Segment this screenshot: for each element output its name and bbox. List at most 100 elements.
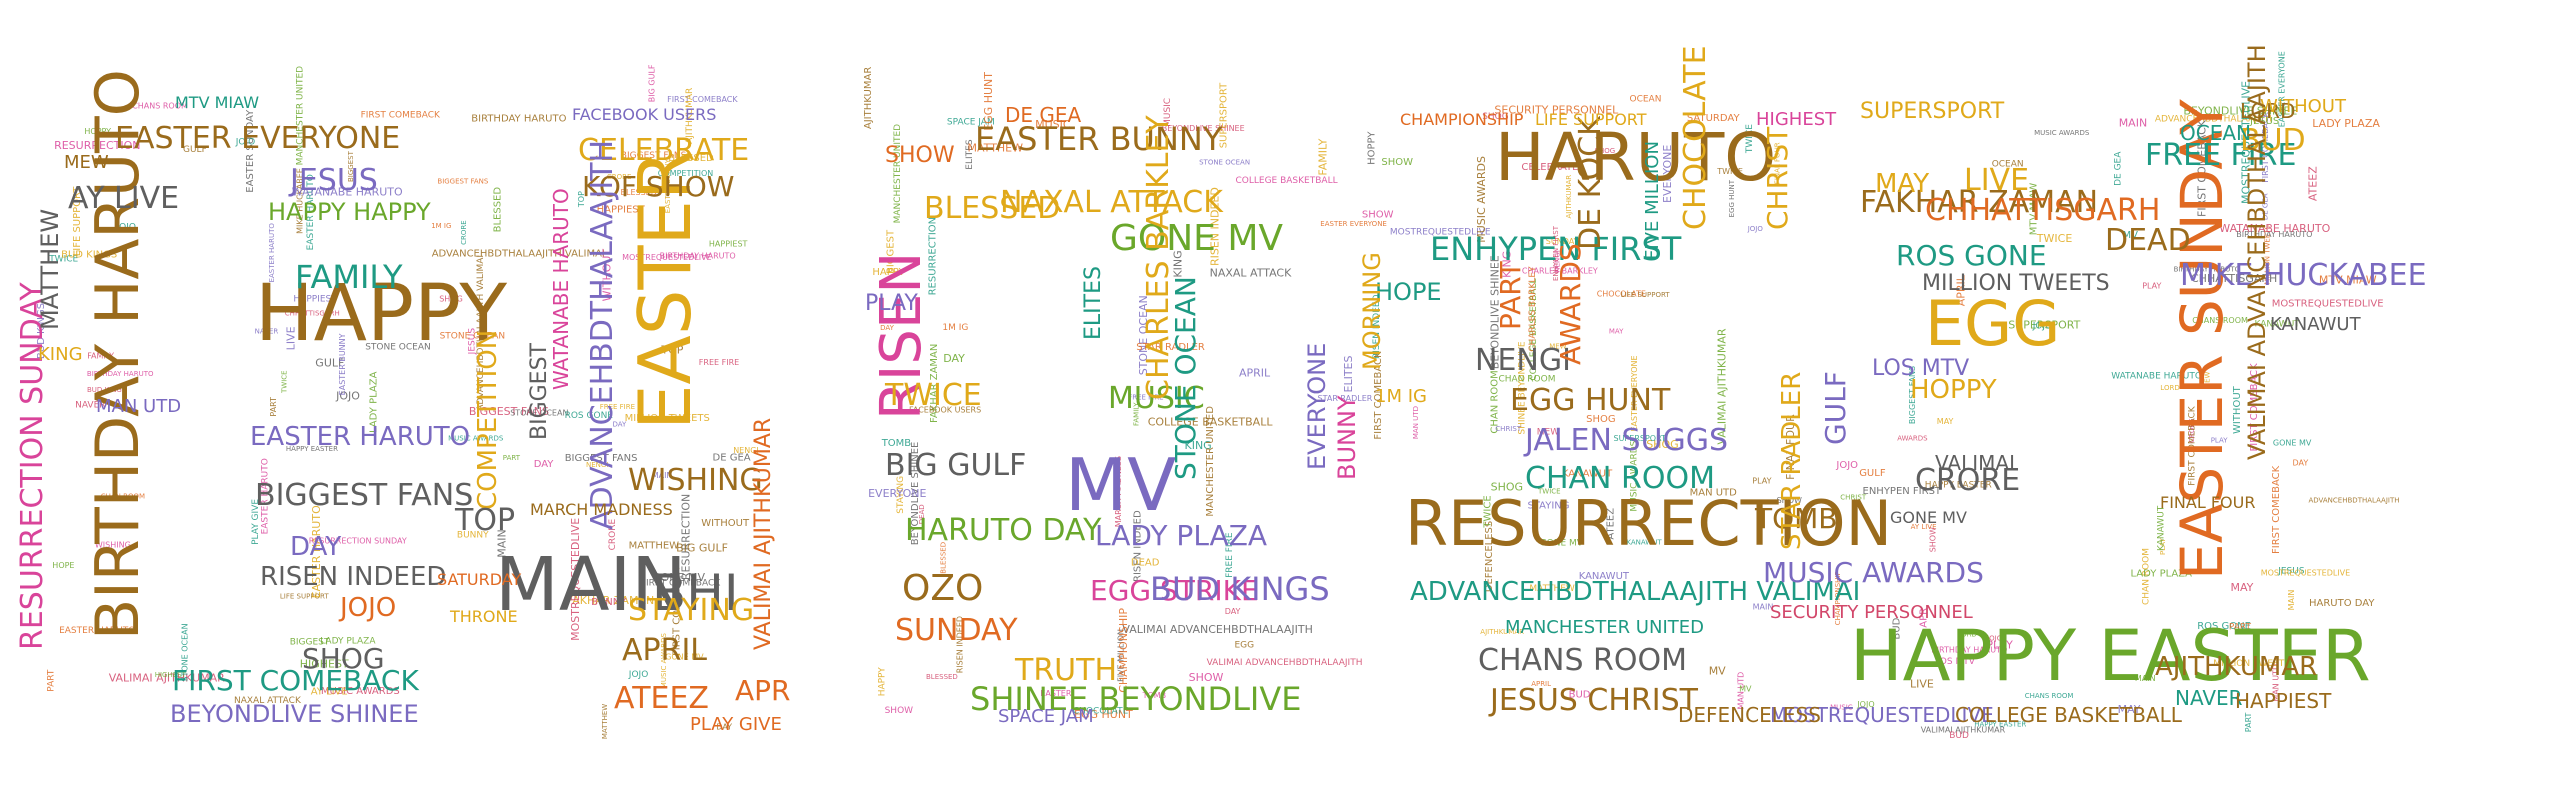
cloud-word: RESURRECTION [1405, 487, 1892, 560]
filler-word: FREE FIRE [1128, 393, 1163, 401]
cloud-word: DAY [290, 532, 341, 562]
cloud-word: KING [38, 344, 83, 365]
filler-word: CRORE [607, 173, 632, 181]
filler-word: CRORE [2188, 418, 2196, 443]
cloud-word: CHOCOLATE [1678, 45, 1713, 230]
cloud-word: JESUS [288, 163, 378, 198]
filler-word: SHOW [885, 706, 914, 716]
filler-word: PLAY [1752, 477, 1771, 486]
filler-word: KING [1172, 250, 1185, 277]
filler-word: TWICE [48, 255, 78, 265]
filler-word: EASTER HARUTO [59, 626, 135, 636]
cloud-word: AY LIVE [68, 181, 179, 216]
filler-word: BEYONDLIVE SHINEE [910, 442, 921, 546]
filler-word: BUD KINGS [61, 249, 117, 260]
filler-word: LIVE [285, 326, 298, 350]
filler-word: NENGI [586, 461, 608, 469]
filler-word: FREE FIRE [1225, 532, 1235, 578]
filler-word: GONE MV [1540, 539, 1584, 549]
filler-word: MOSTREQUESTEDLIVE [569, 518, 582, 641]
filler-word: DEAD [918, 504, 926, 524]
cloud-word: SHINEE BEYONDLIVE [970, 680, 1301, 718]
filler-word: CHAN ROOM [2141, 548, 2151, 605]
cloud-word: HIGHEST [1756, 109, 1837, 130]
filler-word: STAR RADLER [1318, 394, 1373, 403]
filler-word: MUSIC AWARDS [1630, 440, 1640, 511]
filler-word: TWICE [1745, 124, 1755, 154]
cloud-word: SUNDAY [895, 613, 1018, 648]
filler-word: CHOCOLATE [1597, 289, 1646, 298]
filler-word: BUD [1949, 731, 1969, 741]
cloud-word: SPACE JAM [998, 706, 1094, 727]
filler-word: LIVE [1910, 677, 1934, 690]
filler-word: EGG HUNT [1728, 179, 1736, 217]
cloud-word: DE KOCK [1573, 115, 1608, 250]
filler-word: TWICE [1482, 495, 1493, 528]
filler-word: WATANABE HARUTO [2111, 372, 2202, 382]
filler-word: SHOG [1646, 438, 1678, 451]
cloud-word: EGG HUNT [1510, 383, 1671, 418]
filler-word: HAPPIEST [597, 204, 646, 215]
cloud-word: EASTER SUNDAY [2168, 99, 2236, 580]
filler-word: MUSIC [1035, 118, 1071, 131]
cloud-word: VALIMAI ADVANCEHBDTHALAAJITH [2243, 44, 2271, 460]
filler-word: CHANS ROOM [2192, 316, 2248, 325]
filler-word: ADVANCEHBDTHALAAJITH VALIMAI [432, 248, 605, 259]
filler-word: JESUS [2249, 116, 2279, 127]
cloud-word: NAVER [2175, 686, 2243, 710]
filler-word: EASTER BUNNY [664, 158, 672, 213]
filler-word: CRORE [608, 519, 618, 551]
cloud-word: BUNNY [1333, 395, 1361, 480]
filler-word: MAIN [2119, 117, 2148, 130]
cloud-word: MTV MIAW [175, 93, 259, 112]
cloud-word: BUD [2240, 123, 2306, 158]
filler-word: DAY [716, 723, 732, 732]
cloud-word: AJITHKUMAR [2155, 652, 2317, 682]
filler-word: LOS MTV [1935, 657, 1976, 667]
filler-word: VALIMAI ADVANCEHBDTHALAAJITH [1122, 623, 1313, 636]
filler-word: PART [2244, 712, 2253, 732]
cloud-word: FAKHAR ZAMAN [1860, 185, 2098, 220]
filler-word: EASTER EVERYONE [1630, 355, 1639, 431]
filler-word: MATTHEW [629, 541, 680, 552]
filler-word: CHANS ROOM [2025, 692, 2074, 700]
cloud-word: KOF SHOW [582, 170, 734, 203]
filler-word: STONE OCEAN [1137, 295, 1150, 375]
filler-word: AJITHKUMAR [1480, 628, 1524, 636]
filler-word: LADY PLAZA [2131, 569, 2193, 580]
filler-word: FIRST COMEBACK [641, 579, 721, 589]
cloud-word: CHAMPIONSHIP [1400, 110, 1524, 129]
filler-word: BIGGEST FANS [621, 151, 687, 161]
filler-word: MEW [1537, 427, 1559, 437]
filler-word: AJITHKUMAR [685, 88, 695, 144]
filler-word: DAY [2293, 459, 2309, 468]
filler-word: FREE FIRE [699, 358, 739, 367]
filler-word: STONE OCEAN [181, 623, 190, 681]
cloud-word: ADVANCEHBDTHALAAJITH [585, 140, 620, 530]
filler-word: MIKE HUCKABEE [296, 168, 305, 234]
filler-word: FIRST COMEBACK [2271, 465, 2282, 554]
filler-word: MUSIC [1163, 98, 1173, 127]
filler-word: EASTER EVERYONE [2278, 51, 2287, 127]
filler-word: NENGI [1553, 250, 1561, 272]
filler-word: FIRST COMEBACK [361, 110, 441, 120]
filler-word: DE GEA [2262, 193, 2270, 220]
cloud-word: AWARDS [1554, 243, 1587, 365]
cloud-word: VALIMAI [1935, 451, 2015, 475]
cloud-word: PART [1494, 260, 1527, 330]
filler-word: MATTHEW [601, 704, 609, 739]
filler-word: FIRST COMEBACK [2261, 112, 2270, 183]
filler-word: MAN UTD [2272, 664, 2281, 702]
cloud-word: SECURITY PERSONNEL [1770, 602, 1973, 623]
filler-word: HAPPY [878, 667, 888, 697]
cloud-word: HOPE [1375, 278, 1442, 306]
filler-word: MAIN [652, 471, 673, 480]
filler-word: CHAMPIONSHIP [1117, 608, 1130, 693]
cloud-word: EGG [1925, 287, 2060, 360]
filler-word: PART [269, 397, 278, 417]
cloud-word: HAPPIEST [2235, 689, 2332, 713]
filler-word: STAYING [1528, 501, 1570, 512]
filler-word: KANAWUT [1626, 539, 1662, 547]
filler-word: OCEAN [1992, 159, 2024, 169]
filler-word: FIVE MILLION [1117, 629, 1126, 682]
